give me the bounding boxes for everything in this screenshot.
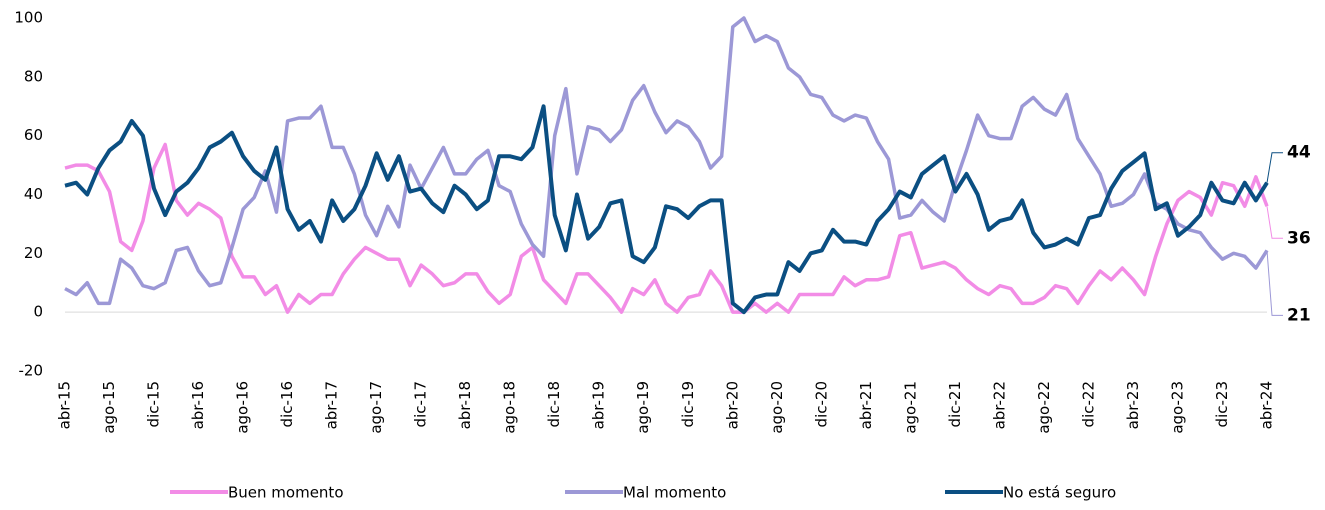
leader-line <box>1266 206 1283 239</box>
y-tick-label: 40 <box>24 185 43 203</box>
x-tick-label: ago-21 <box>901 381 919 434</box>
legend-label: No está seguro <box>1003 484 1116 502</box>
x-tick-label: ago-17 <box>367 381 385 434</box>
y-tick-label: 80 <box>24 67 43 85</box>
x-tick-label: dic-18 <box>545 381 563 427</box>
x-tick-label: dic-23 <box>1213 381 1231 427</box>
x-tick-label: dic-19 <box>679 381 697 427</box>
series-line <box>64 142 1269 314</box>
series-line <box>64 16 1269 306</box>
x-tick-label: ago-19 <box>634 381 652 434</box>
x-tick-label: abr-21 <box>857 381 875 429</box>
leader-line <box>1266 152 1283 183</box>
series-line <box>64 104 1269 315</box>
x-tick-label: dic-20 <box>812 381 830 427</box>
x-tick-label: dic-17 <box>412 381 430 427</box>
x-tick-label: dic-21 <box>946 381 964 427</box>
y-tick-label: 20 <box>24 244 43 262</box>
x-tick-label: abr-17 <box>323 381 341 429</box>
x-tick-label: ago-22 <box>1035 381 1053 434</box>
y-tick-label: 60 <box>24 126 43 144</box>
x-tick-label: abr-16 <box>189 381 207 429</box>
x-tick-label: ago-20 <box>768 381 786 434</box>
end-label: 44 <box>1287 143 1311 163</box>
x-tick-label: ago-16 <box>234 381 252 434</box>
x-tick-label: ago-18 <box>501 381 519 434</box>
end-label: 21 <box>1287 305 1311 325</box>
x-tick-label: abr-20 <box>723 381 741 429</box>
x-tick-label: ago-23 <box>1168 381 1186 434</box>
x-tick-label: abr-23 <box>1124 381 1142 429</box>
y-tick-label: 0 <box>33 303 43 321</box>
x-tick-label: dic-22 <box>1079 381 1097 427</box>
x-tick-label: abr-24 <box>1258 381 1276 429</box>
x-tick-label: abr-15 <box>56 381 74 429</box>
legend-label: Buen momento <box>228 484 344 502</box>
legend-label: Mal momento <box>623 484 726 502</box>
y-tick-label: 100 <box>14 9 43 27</box>
x-tick-label: dic-15 <box>145 381 163 427</box>
x-tick-label: abr-22 <box>990 381 1008 429</box>
x-tick-label: ago-15 <box>100 381 118 434</box>
leader-line <box>1266 250 1283 316</box>
y-tick-label: -20 <box>19 362 44 380</box>
x-tick-label: abr-19 <box>590 381 608 429</box>
end-label: 36 <box>1287 228 1311 248</box>
x-tick-label: dic-16 <box>278 381 296 427</box>
x-tick-label: abr-18 <box>456 381 474 429</box>
